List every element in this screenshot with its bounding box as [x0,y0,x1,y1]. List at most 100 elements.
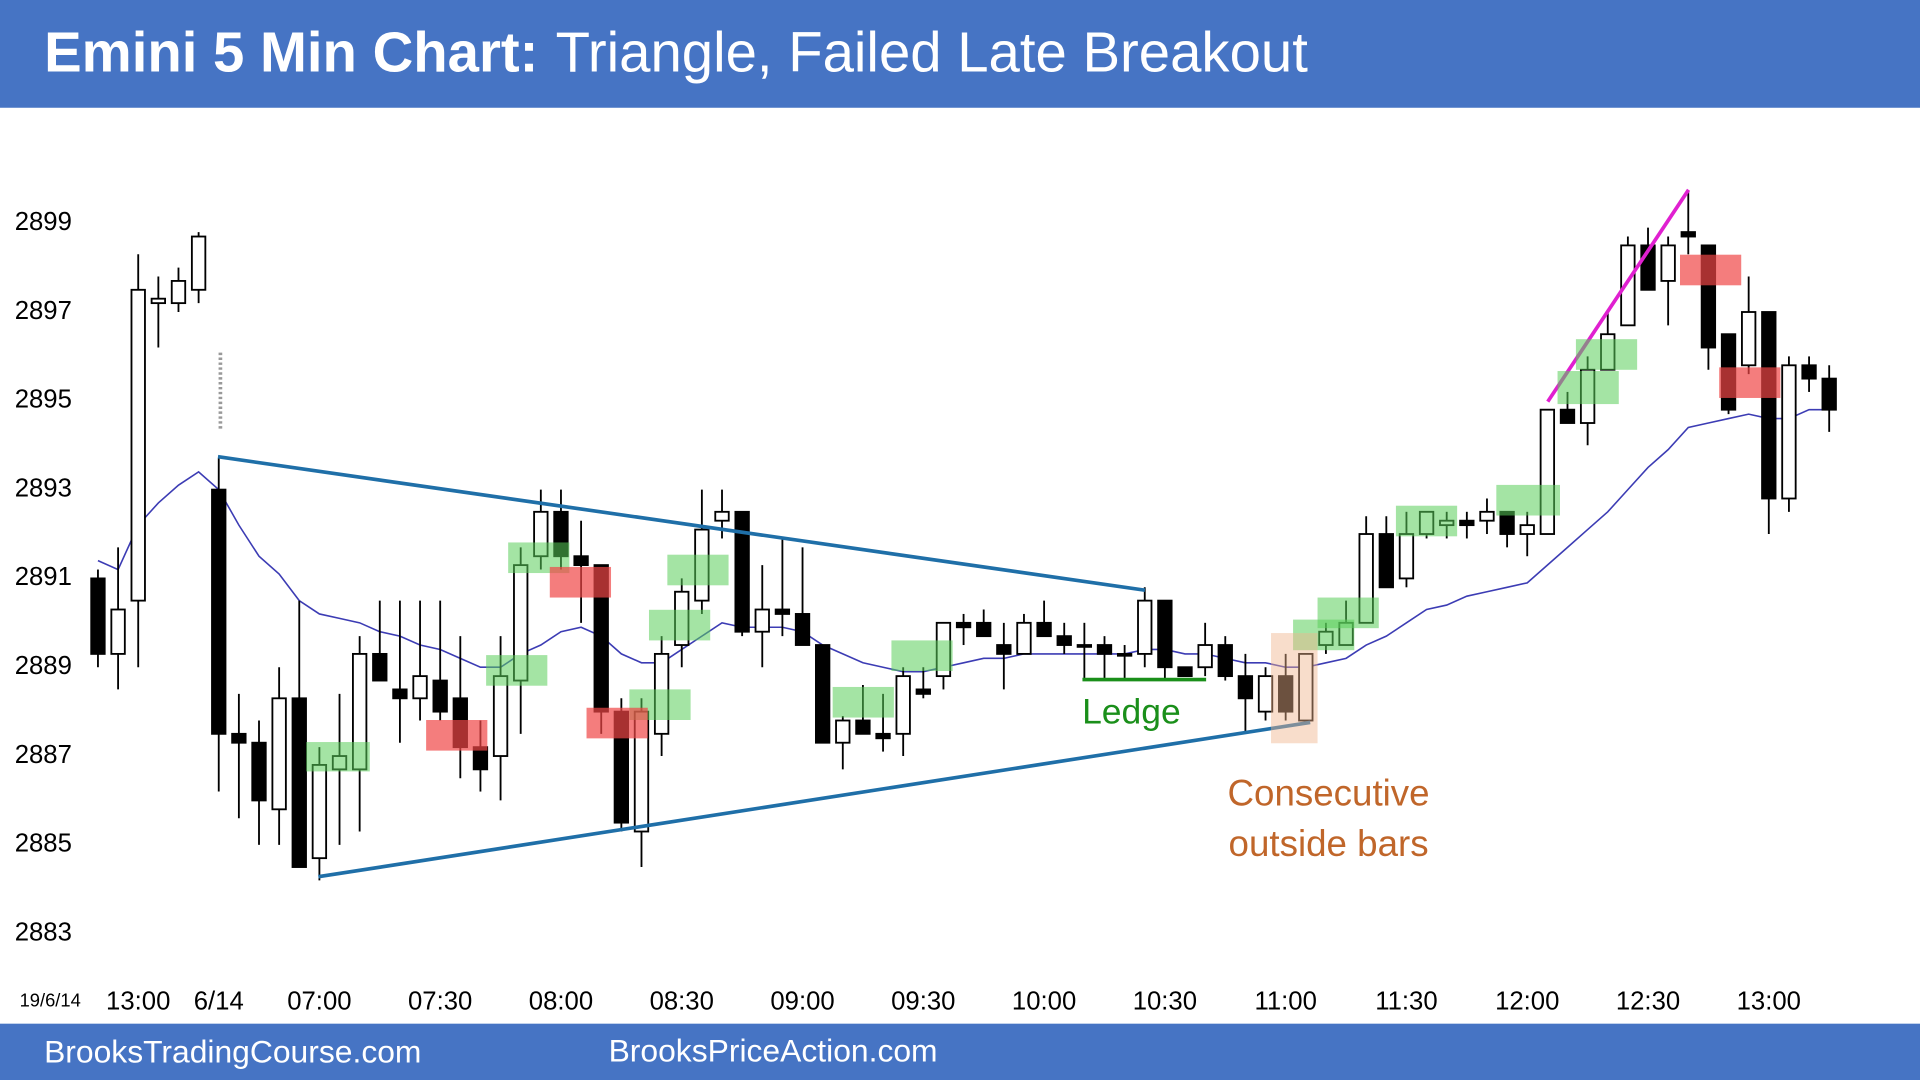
candle-body [835,719,851,744]
candle-body [311,763,328,860]
signal-highlight-red [1719,367,1781,398]
title-bold: Emini 5 Min Chart: [44,20,538,83]
signal-highlight [1557,371,1619,405]
candle-body [915,688,931,695]
x-tick-label: 11:00 [1254,988,1316,1016]
candle-body [1036,621,1052,638]
signal-highlight [1395,505,1458,537]
chart-title: Emini 5 Min Chart: Triangle, Failed Late … [44,20,1308,83]
candle-body [251,741,267,802]
y-tick-label: 2899 [15,208,72,236]
candle-body [714,510,730,522]
candle-body [1056,635,1072,646]
y-tick-label: 2889 [15,652,72,680]
candle-body [130,288,146,602]
x-tick-label: 12:30 [1616,988,1680,1016]
signal-highlight [306,742,370,772]
candle-body [412,675,428,700]
candle-body [1217,644,1233,678]
y-tick-label: 2895 [15,386,72,414]
x-tick-label: 13:00 [1737,988,1801,1016]
plot-area: 2883 2885 2887 2889 2891 2893 2895 2897 2899 13:0… [15,192,1837,1016]
footer-left: BrooksTradingCourse.com [44,1034,421,1070]
candle-body [815,644,831,744]
candle-body [1761,311,1777,500]
candle-body [1378,533,1394,589]
candle-body [1298,652,1314,722]
candle-body [372,652,388,682]
x-tick-label: 09:00 [770,988,834,1016]
candle-body [1801,364,1817,380]
candle-body [1177,666,1193,678]
candle-body [1660,244,1676,282]
candle-body [1398,533,1415,580]
triangle-upper [217,454,1146,593]
candle-body [1197,644,1213,669]
candle-body [996,644,1012,655]
candle-body [231,732,247,744]
ema-line [97,408,1830,673]
y-tick-label: 2883 [15,918,72,946]
signal-highlight [1496,484,1560,516]
candle-body [895,675,911,735]
y-tick-label: 2885 [15,830,72,858]
ledge-label: Ledge [1082,691,1181,731]
outside-bars-highlight [1271,633,1318,744]
candle-body [1076,644,1093,648]
signal-highlight [648,609,711,641]
signal-highlight [832,686,894,718]
x-tick-label: 07:30 [408,988,472,1016]
title-rest: Triangle, Failed Late Breakout [556,20,1309,83]
candle-body [90,577,106,655]
signal-highlight [486,655,548,686]
signal-highlight [1575,339,1638,370]
candle-body [1278,675,1294,713]
signal-highlight-red [1680,254,1742,286]
candle-body [734,510,750,633]
x-tick-label: 08:30 [650,988,714,1016]
candle-body [1620,244,1636,327]
candle-body [1559,408,1576,424]
x-tick-label: 10:00 [1012,988,1076,1016]
x-tick-label: 13:00 [106,988,170,1016]
outside-bars-label: Consecutive [1228,773,1430,814]
candle-body [492,675,509,757]
triangle-lower [318,720,1311,879]
signal-highlight [1317,597,1379,629]
candle-body [1781,364,1797,500]
x-tick-label: 08:00 [529,988,593,1016]
x-tick-label: 10:30 [1133,988,1197,1016]
candle-body [1459,519,1475,527]
outside-bars-label: outside bars [1229,823,1429,864]
signal-highlight [891,640,953,672]
y-tick-label: 2893 [15,474,72,502]
candle-body [211,488,227,735]
candle-body [190,235,207,291]
footer-bar [0,1023,1920,1080]
y-tick-label: 2887 [15,741,72,769]
candle-body [875,732,891,740]
candle-body [1519,524,1535,535]
overlays: Ledge Consecutive outside bars [217,188,1781,879]
candle-body [1257,675,1274,713]
date-label: 19/6/14 [20,989,81,1010]
footer-right: BrooksPriceAction.com [609,1032,938,1068]
candle-body [1157,599,1173,669]
candle-body [1096,644,1113,655]
candle-body [855,719,871,735]
signal-highlight-red [426,720,488,751]
candle-body [1741,311,1757,367]
y-tick-label: 2897 [15,297,72,325]
candle-body [170,280,187,305]
candle-body [754,608,770,633]
candle-body [1116,652,1133,657]
signal-highlight-red [549,566,612,598]
candle-body [1137,599,1153,655]
candle-body [774,608,791,615]
candle-body [1237,675,1254,700]
candle-body [976,621,992,638]
header-bar [0,0,1920,108]
x-tick-label: 07:00 [287,988,351,1016]
candle-body [392,688,408,700]
